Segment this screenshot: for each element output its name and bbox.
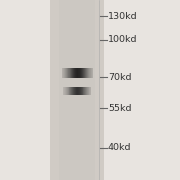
Bar bbox=[66, 68, 67, 78]
Bar bbox=[78, 68, 79, 78]
Bar bbox=[68, 68, 69, 78]
Bar bbox=[89, 68, 90, 78]
Bar bbox=[90, 87, 91, 95]
Bar bbox=[64, 87, 65, 95]
Bar bbox=[71, 87, 72, 95]
Bar bbox=[78, 87, 79, 95]
Bar bbox=[59, 0, 95, 180]
Bar bbox=[62, 68, 63, 78]
Bar bbox=[84, 87, 85, 95]
Bar bbox=[85, 68, 86, 78]
Bar bbox=[79, 68, 80, 78]
Bar bbox=[76, 68, 77, 78]
Bar bbox=[91, 68, 92, 78]
Bar bbox=[85, 87, 86, 95]
Bar bbox=[64, 68, 65, 78]
Bar bbox=[72, 87, 73, 95]
Bar bbox=[81, 68, 82, 78]
Bar bbox=[73, 68, 74, 78]
Bar bbox=[65, 87, 66, 95]
Bar bbox=[87, 68, 88, 78]
Bar bbox=[70, 68, 71, 78]
Bar bbox=[66, 87, 67, 95]
Bar bbox=[67, 68, 68, 78]
Bar bbox=[83, 68, 84, 78]
Bar bbox=[71, 68, 72, 78]
Text: 130kd: 130kd bbox=[108, 12, 138, 21]
Text: 70kd: 70kd bbox=[108, 73, 132, 82]
Bar bbox=[75, 87, 76, 95]
Bar bbox=[77, 87, 78, 95]
Bar bbox=[69, 68, 70, 78]
Bar bbox=[92, 68, 93, 78]
Bar bbox=[79, 87, 80, 95]
Bar bbox=[86, 68, 87, 78]
Bar bbox=[68, 87, 69, 95]
Bar bbox=[90, 68, 91, 78]
Bar bbox=[87, 87, 88, 95]
Bar bbox=[81, 87, 82, 95]
Bar bbox=[82, 87, 83, 95]
Bar bbox=[70, 87, 71, 95]
Bar bbox=[65, 68, 66, 78]
Bar bbox=[75, 68, 76, 78]
Bar bbox=[74, 87, 75, 95]
Bar bbox=[84, 68, 85, 78]
Bar bbox=[63, 68, 64, 78]
Bar bbox=[89, 87, 90, 95]
Bar bbox=[72, 68, 73, 78]
Bar bbox=[80, 68, 81, 78]
Bar bbox=[69, 87, 70, 95]
Bar bbox=[80, 87, 81, 95]
Bar bbox=[88, 87, 89, 95]
Bar bbox=[67, 87, 68, 95]
Text: 55kd: 55kd bbox=[108, 103, 132, 112]
Bar bbox=[50, 0, 104, 180]
Bar bbox=[86, 87, 87, 95]
Text: 100kd: 100kd bbox=[108, 35, 138, 44]
Bar bbox=[76, 87, 77, 95]
Bar bbox=[77, 68, 78, 78]
Bar bbox=[74, 68, 75, 78]
Bar bbox=[82, 68, 83, 78]
Bar bbox=[88, 68, 89, 78]
Text: 40kd: 40kd bbox=[108, 143, 132, 152]
Bar bbox=[83, 87, 84, 95]
Bar bbox=[73, 87, 74, 95]
